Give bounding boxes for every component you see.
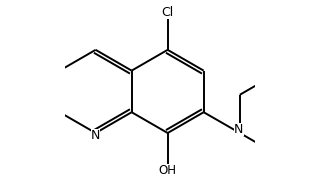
Text: N: N xyxy=(91,129,100,142)
Text: Cl: Cl xyxy=(162,6,174,19)
Text: OH: OH xyxy=(159,164,177,177)
Text: N: N xyxy=(234,123,244,136)
